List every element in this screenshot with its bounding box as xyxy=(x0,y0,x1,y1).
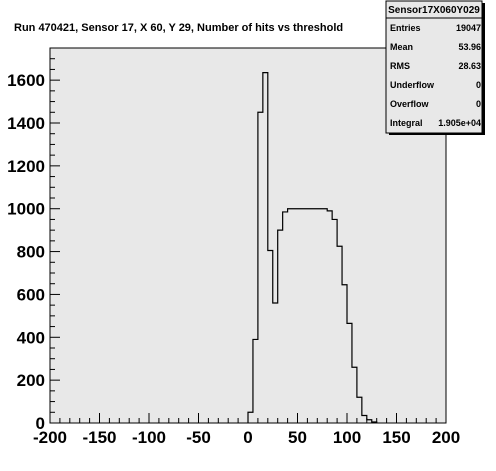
x-tick-label: -50 xyxy=(186,428,211,447)
histogram-series-line xyxy=(247,72,378,423)
y-tick-label: 800 xyxy=(17,243,45,262)
stats-row-value: 0 xyxy=(476,99,481,109)
x-tick-label: -100 xyxy=(132,428,166,447)
x-axis: -200 -150 -100 -50 0 50 100 150 200 xyxy=(33,413,460,447)
stats-box-background xyxy=(385,0,483,134)
y-tick-label: 1200 xyxy=(7,157,45,176)
y-tick-label: 200 xyxy=(17,371,45,390)
y-tick-label: 1000 xyxy=(7,200,45,219)
x-tick-label: 100 xyxy=(333,428,361,447)
x-tick-label: 200 xyxy=(432,428,460,447)
x-tick-label: -200 xyxy=(33,428,67,447)
x-tick-label: 50 xyxy=(288,428,307,447)
stats-row-label: Mean xyxy=(390,42,413,52)
x-tick-label: 0 xyxy=(243,428,252,447)
stats-box: Sensor17X060Y029 Entries 19047 Mean 53.96 RM… xyxy=(385,0,485,135)
stats-row-value: 28.63 xyxy=(458,61,481,71)
stats-row-value: 53.96 xyxy=(458,42,481,52)
y-tick-label: 0 xyxy=(36,414,45,433)
plot-area xyxy=(49,47,447,424)
y-tick-label: 600 xyxy=(17,285,45,304)
chart-title: Run 470421, Sensor 17, X 60, Y 29, Numbe… xyxy=(14,22,343,34)
y-tick-label: 1400 xyxy=(7,114,45,133)
y-axis: 0 200 400 600 800 1000 1200 1400 1600 xyxy=(7,47,60,433)
stats-row-label: Entries xyxy=(390,23,421,33)
x-tick-label: -150 xyxy=(82,428,116,447)
stats-row-label: RMS xyxy=(390,61,410,71)
stats-row-label: Integral xyxy=(390,118,423,128)
stats-row-label: Overflow xyxy=(390,99,430,109)
stats-box-rows: Entries 19047 Mean 53.96 RMS 28.63 Underflow 0 O… xyxy=(390,23,481,128)
stats-row-value: 1.905e+04 xyxy=(438,118,481,128)
y-tick-label: 400 xyxy=(17,328,45,347)
x-tick-label: 150 xyxy=(382,428,410,447)
stats-box-title: Sensor17X060Y029 xyxy=(388,5,480,16)
stats-row-value: 19047 xyxy=(456,23,481,33)
y-tick-label: 1600 xyxy=(7,71,45,90)
stats-row-label: Underflow xyxy=(390,80,435,90)
stats-row-value: 0 xyxy=(476,80,481,90)
